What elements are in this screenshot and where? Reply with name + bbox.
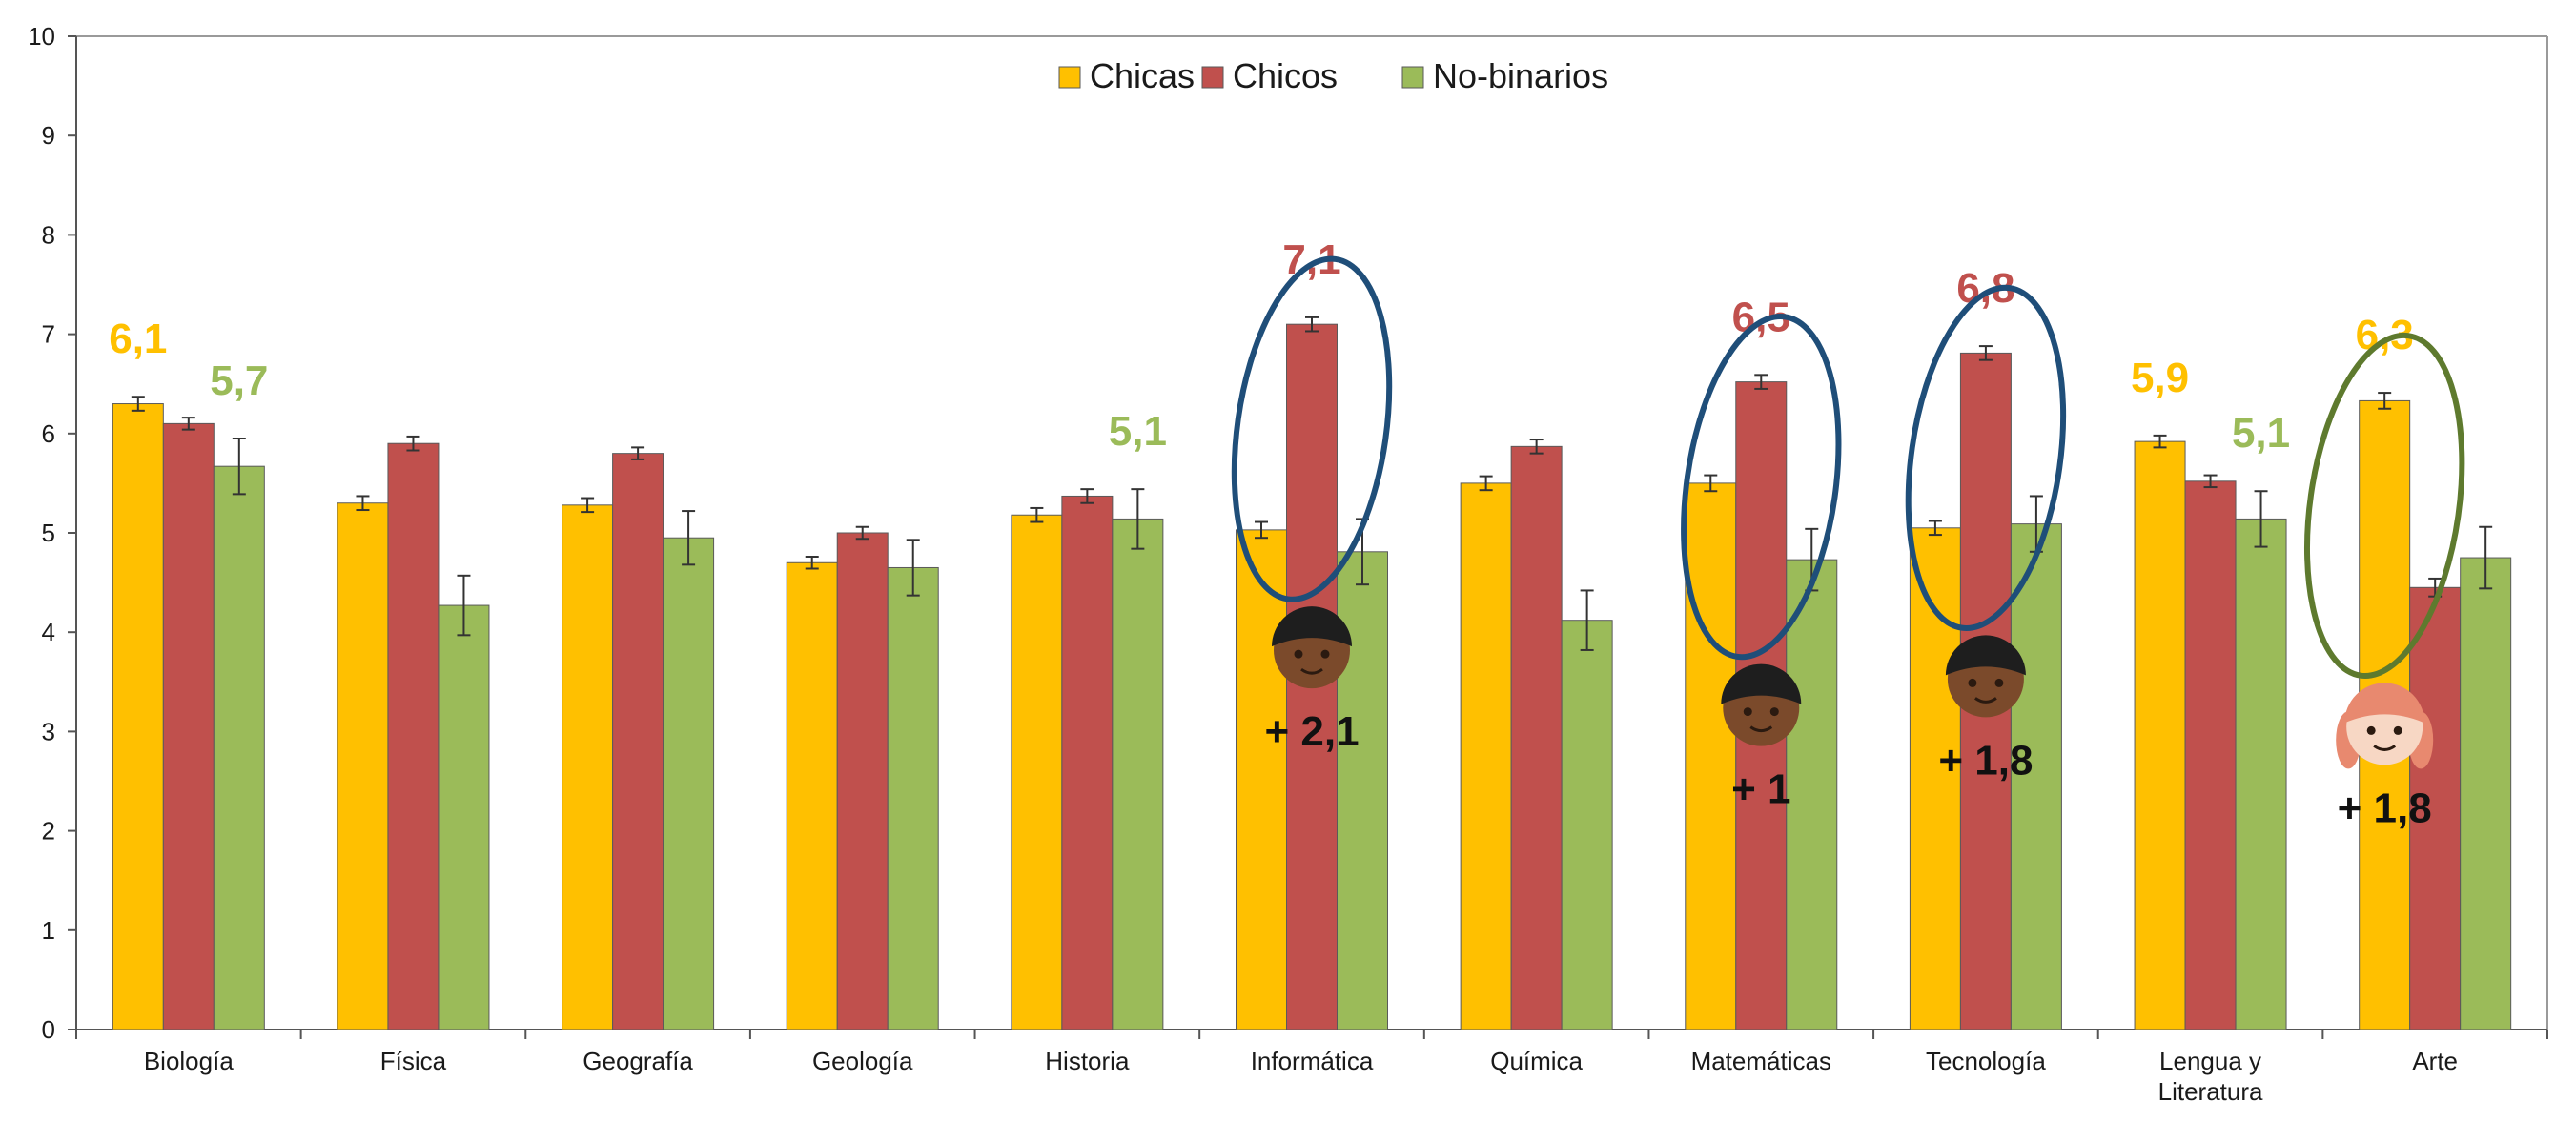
y-tick-label: 1 [42,916,55,945]
boy-face-icon [1945,635,2026,718]
category-label: Arte [2412,1047,2458,1075]
bar [2235,518,2287,1030]
face-hair-top [1945,635,2026,676]
bar [387,442,440,1030]
y-tick-label: 7 [42,320,55,349]
category-label: Lengua y [2159,1047,2261,1075]
value-callout: 6,1 [109,316,167,362]
face-eye [1994,678,2004,687]
face-eye [1743,707,1752,717]
bar [836,532,889,1030]
y-tick-label: 2 [42,817,55,846]
highlight-ellipse [2303,332,2465,679]
face-hair-top [2344,683,2425,724]
axes: 0 1 2 3 4 5 6 7 8 9 10 Biología Física Geografía Geolo… [28,22,2548,1106]
difference-label: + 1 [1731,766,1790,813]
bar [2460,557,2512,1030]
legend-swatch [1058,66,1081,89]
y-tick-label: 5 [42,519,55,547]
face-eye [1769,707,1779,717]
category-label: Tecnología [1926,1047,2046,1075]
y-tick-label: 0 [42,1015,55,1044]
difference-label: + 1,8 [1938,737,2033,784]
legend-swatch [1401,66,1424,89]
highlight-ellipse [1905,284,2067,631]
legend-swatch [1201,66,1224,89]
face-eye [2366,725,2376,735]
face-mouth [1300,667,1323,675]
bar [1011,514,1063,1030]
value-callout: 5,7 [210,357,268,404]
y-tick-label: 8 [42,220,55,249]
highlight-ellipse [1681,314,1842,661]
value-callout: 5,1 [2232,410,2290,457]
bar [1112,518,1164,1030]
category-label: Literatura [2158,1077,2263,1106]
value-callout: 5,9 [2131,355,2189,401]
difference-label: + 2,1 [1264,708,1359,755]
annotations: 6,15,75,17,16,56,85,95,16,3+ 2,1+ 1+ 1,8… [109,236,2465,831]
face-eye [1320,649,1330,659]
face-eye [2393,725,2402,735]
face-mouth [1749,725,1773,733]
y-tick-label: 3 [42,717,55,745]
boy-face-icon [1272,606,1352,689]
category-label: Matemáticas [1691,1047,1831,1075]
value-callout: 5,1 [1109,408,1167,455]
face-mouth [2373,745,2397,751]
bar [438,604,490,1030]
bar [2184,480,2237,1030]
bar [786,561,838,1030]
bar [887,566,939,1030]
category-label: Física [380,1047,447,1075]
bar [2010,523,2062,1030]
category-label: Geografía [583,1047,693,1075]
bar [1460,482,1512,1030]
category-label: Química [1490,1047,1583,1075]
face-mouth [1974,697,1997,704]
bar [213,465,265,1030]
error-bars [131,316,2493,651]
face-hair-top [1272,606,1352,647]
legend: Chicas Chicos No-binarios [1058,56,1608,95]
bar [2134,440,2186,1030]
bars [112,323,2512,1030]
face-eye [1294,649,1303,659]
bar [1236,529,1287,1030]
y-tick-label: 4 [42,618,55,646]
highlight-ellipse [1231,255,1393,602]
legend-label: Chicos [1233,56,1338,95]
difference-label: + 1,8 [2338,785,2432,831]
bar [612,453,664,1030]
category-label: Informática [1251,1047,1374,1075]
bar [1337,551,1388,1030]
bar [1510,445,1563,1030]
bar [562,504,614,1030]
y-tick-label: 9 [42,121,55,150]
bar [112,403,164,1030]
face-eye [1968,678,1977,687]
y-tick-label: 6 [42,419,55,448]
face-hair-top [1721,663,1802,704]
bar [1061,495,1114,1030]
bar [663,537,715,1030]
y-tick-label: 10 [28,22,55,51]
legend-label: No-binarios [1433,56,1608,95]
bar [1561,620,1613,1030]
bar [1786,559,1838,1030]
category-label: Biología [144,1047,234,1075]
bar [337,502,389,1030]
girl-face-icon [2336,683,2434,769]
category-label: Geología [812,1047,913,1075]
bar [162,422,215,1030]
legend-label: Chicas [1090,56,1195,95]
boy-face-icon [1721,663,1802,746]
category-label: Historia [1045,1047,1130,1075]
bar [1685,482,1737,1030]
